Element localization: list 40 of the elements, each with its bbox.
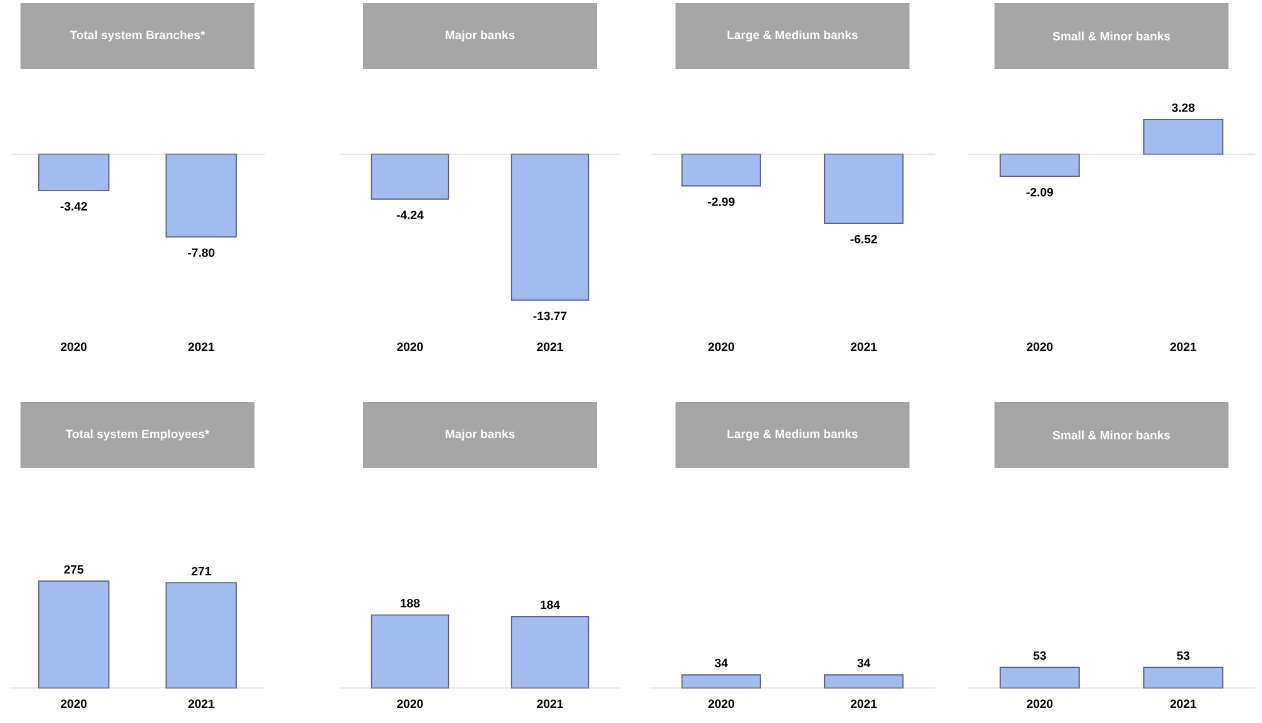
- data-label: 3.28: [1171, 103, 1195, 112]
- x-tick-label: 2020: [708, 699, 735, 709]
- chart-title: Total system Branches*: [70, 30, 206, 42]
- x-tick-label: 2020: [60, 342, 87, 352]
- chart-title: Major banks: [445, 30, 515, 42]
- data-label: 34: [857, 658, 871, 668]
- data-label: 184: [540, 600, 560, 609]
- x-tick-label: 2021: [1170, 699, 1197, 709]
- x-tick-label: 2020: [1026, 342, 1053, 352]
- chart-title: Large & Medium banks: [727, 429, 858, 441]
- x-tick-label: 2020: [708, 342, 735, 352]
- x-tick-label: 2020: [397, 342, 423, 352]
- x-tick-label: 2021: [537, 342, 564, 352]
- chart-title: Small & Minor banks: [1052, 31, 1171, 41]
- x-tick-label: 2021: [850, 342, 877, 352]
- x-tick-label: 2020: [397, 699, 423, 709]
- data-label: -7.80: [188, 248, 215, 257]
- chart-title: Major banks: [445, 429, 515, 441]
- x-tick-label: 2021: [1170, 342, 1197, 352]
- chart-title: Large & Medium banks: [727, 30, 858, 42]
- data-label: 188: [400, 598, 420, 608]
- x-tick-label: 2020: [60, 699, 87, 709]
- data-label: -13.77: [533, 311, 567, 321]
- data-label: 34: [714, 658, 728, 668]
- x-tick-label: 2020: [1026, 699, 1053, 709]
- data-label: -2.99: [708, 197, 735, 206]
- x-tick-label: 2021: [850, 699, 877, 709]
- data-label: -2.09: [1026, 187, 1053, 197]
- data-label: 275: [64, 565, 84, 574]
- data-label: -3.42: [60, 202, 87, 211]
- data-label: -4.24: [396, 210, 424, 220]
- data-label: -6.52: [850, 234, 877, 244]
- data-label: 271: [191, 566, 211, 576]
- x-tick-label: 2021: [537, 699, 564, 709]
- chart-title: Total system Employees*: [65, 429, 210, 441]
- x-tick-label: 2021: [188, 342, 215, 352]
- x-tick-label: 2021: [188, 699, 215, 709]
- data-label: 53: [1033, 651, 1046, 660]
- chart-title: Small & Minor banks: [1052, 430, 1171, 440]
- data-label: 53: [1176, 651, 1190, 660]
